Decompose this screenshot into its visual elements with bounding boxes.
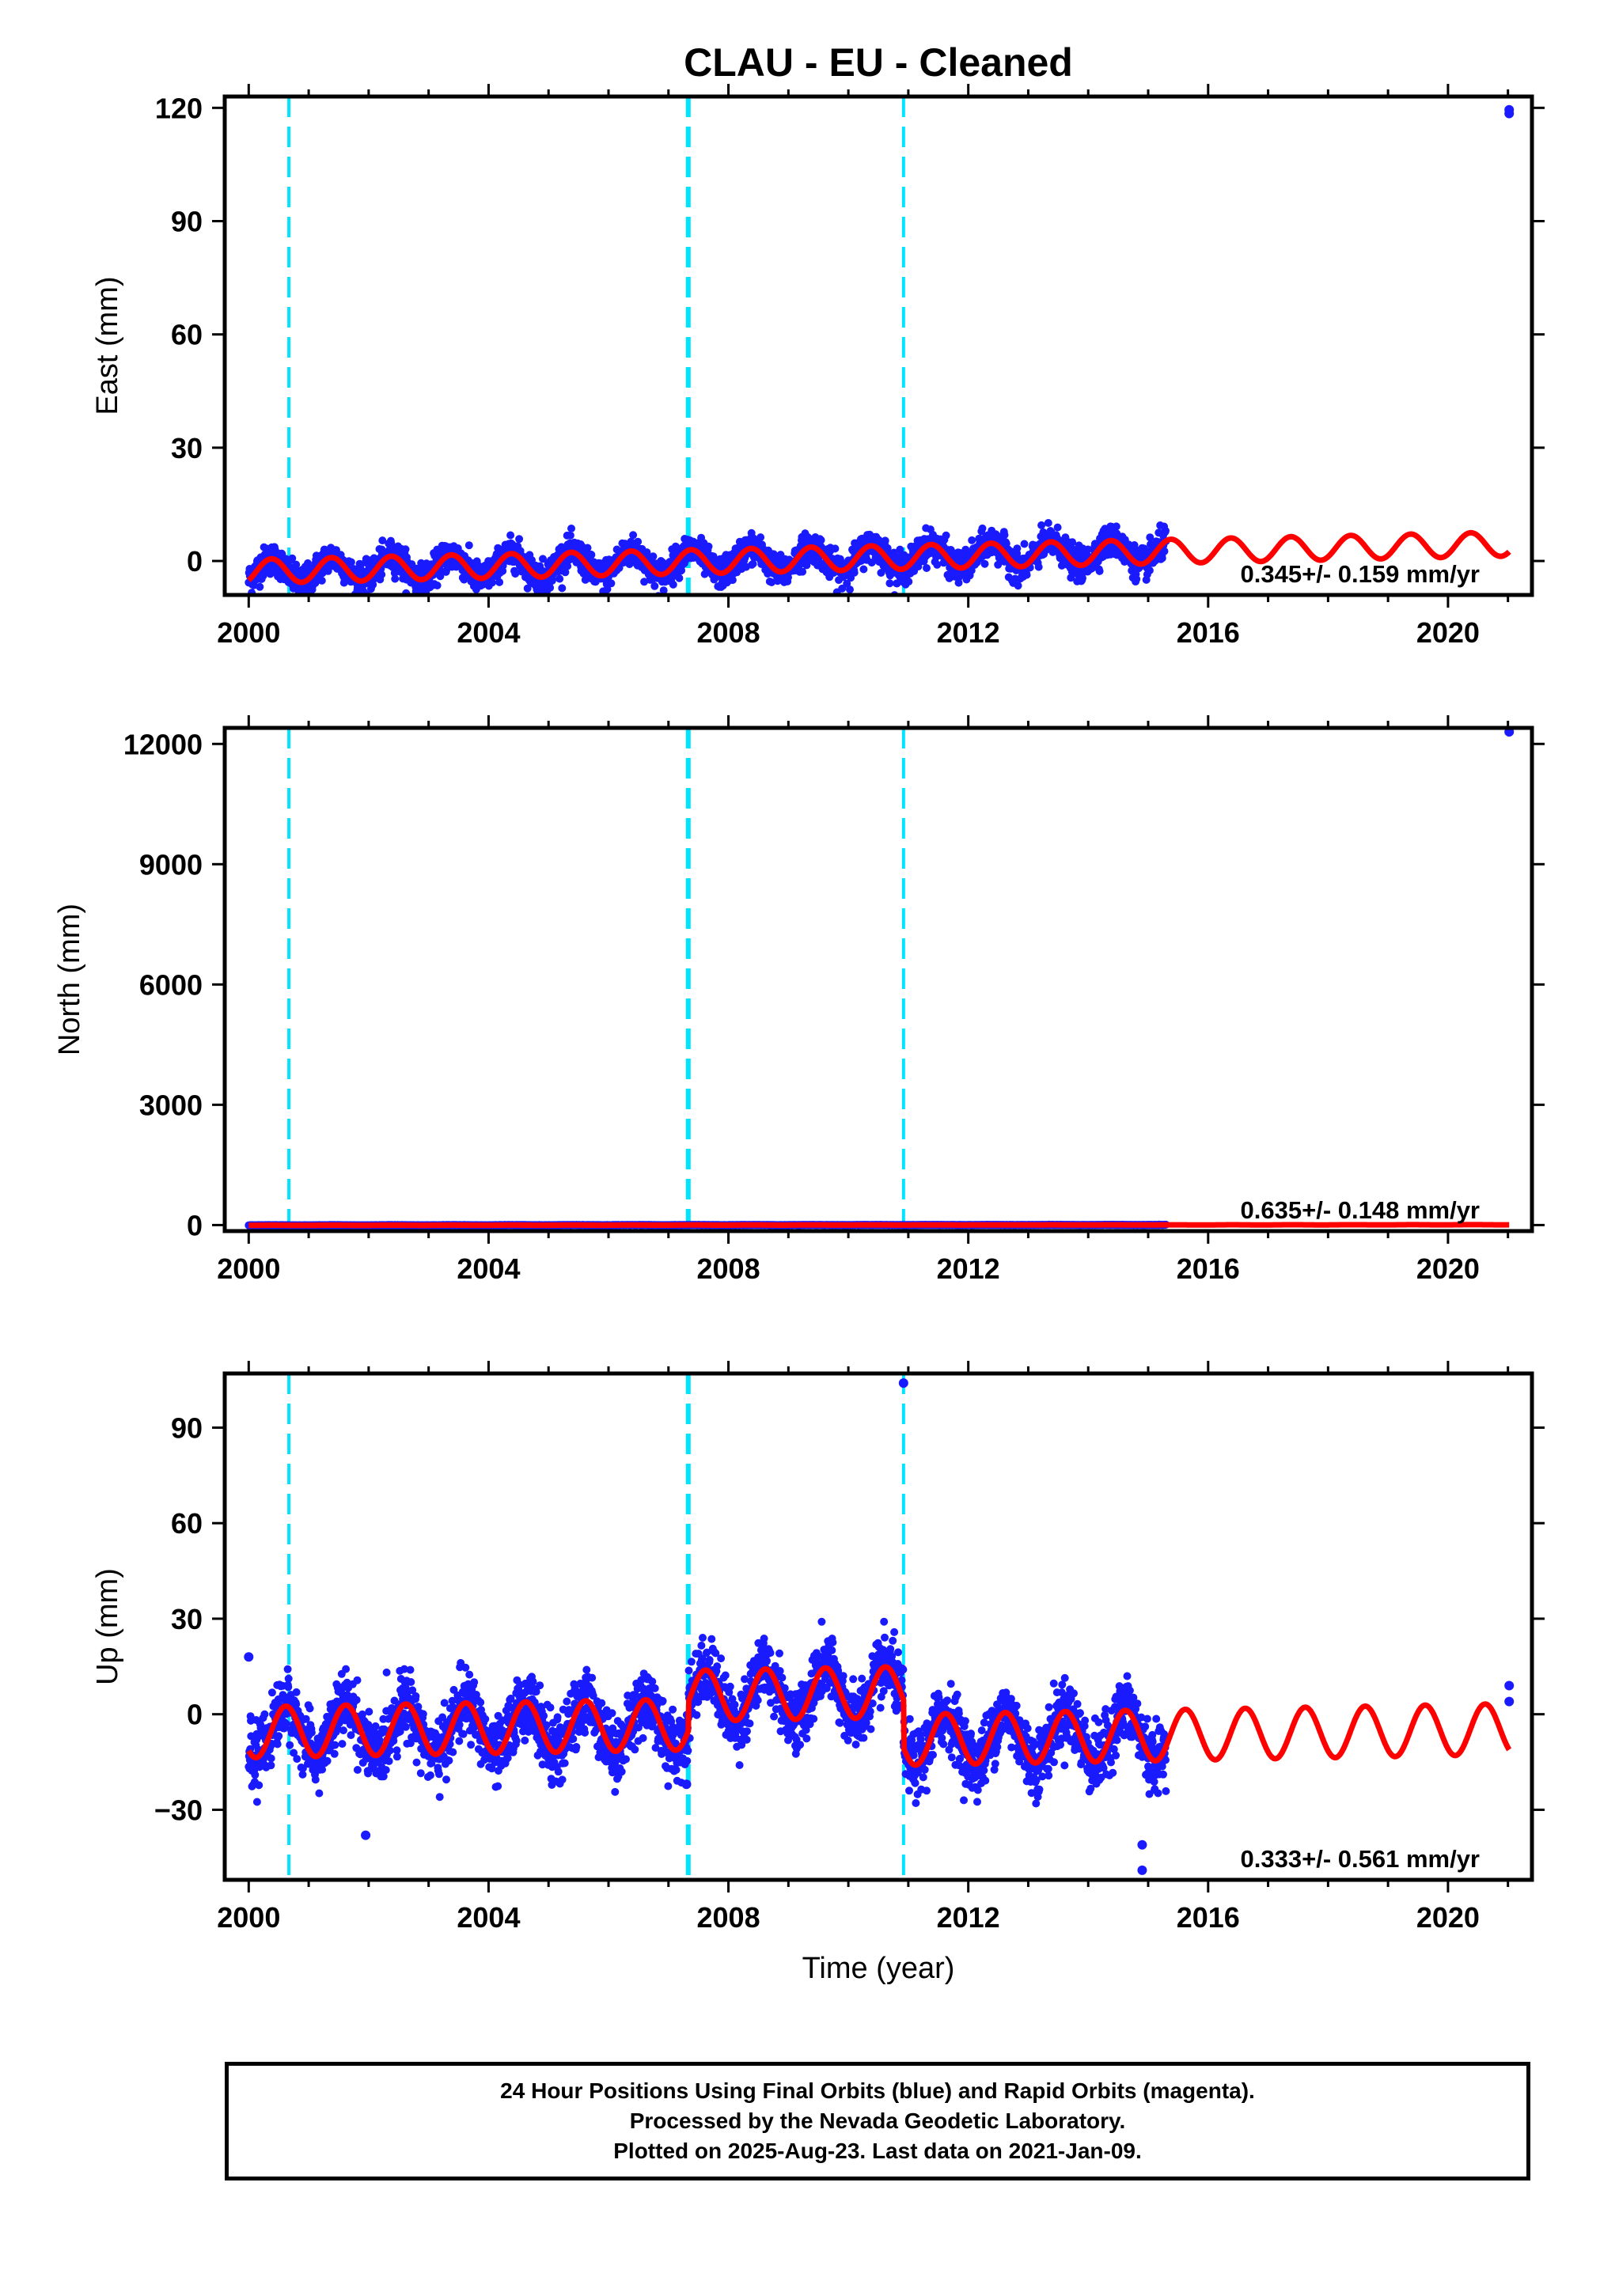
y-tick-label: 30 xyxy=(171,1603,203,1635)
y-tick-label: 60 xyxy=(171,1507,203,1540)
y-tick-label: 90 xyxy=(171,1411,203,1444)
x-tick-label: 2020 xyxy=(1416,616,1480,649)
x-tick-label: 2008 xyxy=(697,1901,760,1934)
panel-frame xyxy=(222,94,1534,597)
y-tick-label: 12000 xyxy=(123,728,203,760)
y-tick-label: 90 xyxy=(171,206,203,238)
x-tick-label: 2004 xyxy=(457,616,520,649)
plot-title: CLAU - EU - Cleaned xyxy=(684,40,1073,85)
y-tick-label: 6000 xyxy=(139,968,203,1001)
rate-annotation: 0.333+/- 0.561 mm/yr xyxy=(1241,1845,1480,1873)
model-curve-up xyxy=(246,1664,1512,1768)
y-tick-label: 0 xyxy=(187,1209,203,1241)
outlier-point xyxy=(898,1378,908,1389)
model-curve-east xyxy=(246,529,1511,585)
y-tick-label: −30 xyxy=(154,1794,203,1826)
x-tick-label: 2012 xyxy=(937,616,1000,649)
x-tick-label: 2016 xyxy=(1177,1901,1240,1934)
outlier-point xyxy=(361,1830,371,1840)
outlier-point xyxy=(1137,1865,1147,1875)
timeseries-plot: CLAU - EU - Cleaned 2000 2004 2008 2012 2016… xyxy=(53,40,1545,1985)
outlier-point xyxy=(1504,728,1515,737)
panel-east: 2000 2004 2008 2012 2016 2020 0 30 60 90 120 East (… xyxy=(91,84,1545,649)
x-tick-label: 2020 xyxy=(1416,1252,1480,1285)
panel-up: 2000 2004 2008 2012 2016 2020 −30 0 30 60 90 Up (mm… xyxy=(91,1361,1545,1985)
x-tick-label: 2020 xyxy=(1416,1901,1480,1934)
panel-north: 2000 2004 2008 2012 2016 2020 0 3000 6000 9000 120… xyxy=(53,715,1545,1285)
outlier-point xyxy=(1137,1839,1147,1850)
y-axis-label: Up (mm) xyxy=(91,1568,124,1685)
y-tick-label: 0 xyxy=(187,545,203,578)
panel-frame xyxy=(222,1371,1534,1882)
model-curve-north xyxy=(248,1222,1510,1229)
y-tick-label: 9000 xyxy=(139,848,203,881)
x-tick-label: 2012 xyxy=(937,1252,1000,1285)
rate-annotation: 0.635+/- 0.148 mm/yr xyxy=(1241,1196,1480,1224)
x-tick-label: 2016 xyxy=(1177,1252,1240,1285)
x-tick-label: 2000 xyxy=(217,1901,280,1934)
data-points-up xyxy=(245,1617,1170,1808)
y-tick-label: 120 xyxy=(155,92,203,124)
plot-area-north xyxy=(245,728,1515,1231)
y-tick-label: 3000 xyxy=(139,1089,203,1121)
y-tick-label: 0 xyxy=(187,1699,203,1731)
rate-annotation: 0.345+/- 0.159 mm/yr xyxy=(1241,560,1480,588)
x-tick-label: 2000 xyxy=(217,1252,280,1285)
footer-box: 24 Hour Positions Using Final Orbits (bl… xyxy=(225,2062,1530,2180)
outlier-point xyxy=(1504,1680,1515,1691)
footer-line-1: 24 Hour Positions Using Final Orbits (bl… xyxy=(500,2078,1255,2103)
x-tick-label: 2008 xyxy=(697,616,760,649)
x-tick-label: 2016 xyxy=(1177,616,1240,649)
x-tick-label: 2000 xyxy=(217,616,280,649)
x-tick-label: 2008 xyxy=(697,1252,760,1285)
plot-area-up xyxy=(244,1373,1515,1880)
x-tick-label: 2012 xyxy=(937,1901,1000,1934)
plot-area-east xyxy=(245,97,1515,595)
y-tick-label: 30 xyxy=(171,432,203,464)
footer-line-3: Plotted on 2025-Aug-23. Last data on 202… xyxy=(613,2139,1142,2163)
footer-line-2: Processed by the Nevada Geodetic Laborat… xyxy=(629,2108,1126,2133)
y-axis-label: East (mm) xyxy=(91,276,124,415)
panel-frame xyxy=(222,726,1534,1233)
x-axis-label: Time (year) xyxy=(802,1952,955,1985)
outlier-point xyxy=(681,1779,692,1790)
outlier-point xyxy=(244,1652,254,1662)
x-tick-label: 2004 xyxy=(457,1252,520,1285)
y-tick-label: 60 xyxy=(171,319,203,351)
outlier-point xyxy=(1504,1696,1515,1707)
x-tick-label: 2004 xyxy=(457,1901,520,1934)
outlier-point xyxy=(1504,104,1515,115)
y-axis-label: North (mm) xyxy=(53,904,86,1055)
